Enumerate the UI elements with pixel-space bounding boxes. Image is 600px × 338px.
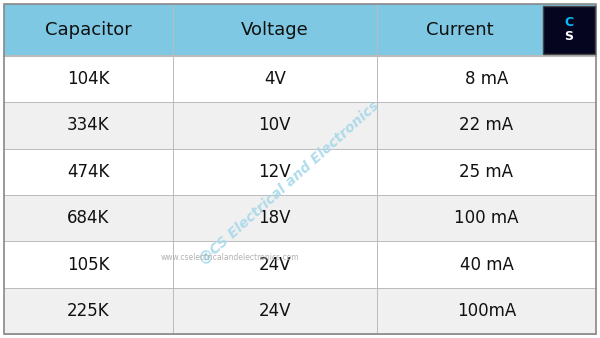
Text: 12V: 12V (259, 163, 291, 181)
Text: 474K: 474K (67, 163, 110, 181)
Bar (4, 288, 596, 334)
Text: 684K: 684K (67, 209, 110, 227)
Text: Voltage: Voltage (241, 21, 309, 39)
Text: 105K: 105K (67, 256, 110, 273)
Bar (4, 149, 596, 195)
Text: 40 mA: 40 mA (460, 256, 514, 273)
Bar (543, 6, 595, 54)
Text: 24V: 24V (259, 256, 291, 273)
Bar (4, 102, 596, 149)
Text: C: C (565, 17, 574, 29)
Text: Capacitor: Capacitor (45, 21, 132, 39)
Text: Current: Current (426, 21, 494, 39)
Text: S: S (565, 30, 574, 44)
Text: www.cselectricalandelectronics.com: www.cselectricalandelectronics.com (161, 253, 299, 262)
Text: 4V: 4V (264, 70, 286, 88)
Text: 18V: 18V (259, 209, 291, 227)
Text: 22 mA: 22 mA (460, 117, 514, 135)
Text: @CS Electrical and Electronics: @CS Electrical and Electronics (198, 99, 382, 267)
Bar (4, 4, 596, 56)
Text: 8 mA: 8 mA (465, 70, 508, 88)
Bar (4, 195, 596, 241)
Text: 24V: 24V (259, 302, 291, 320)
Text: 100 mA: 100 mA (454, 209, 519, 227)
Text: 100mA: 100mA (457, 302, 516, 320)
Text: 10V: 10V (259, 117, 291, 135)
Bar (4, 56, 596, 102)
Text: 104K: 104K (67, 70, 110, 88)
Bar (4, 241, 596, 288)
Text: 225K: 225K (67, 302, 110, 320)
Text: 25 mA: 25 mA (460, 163, 514, 181)
Text: 334K: 334K (67, 117, 110, 135)
